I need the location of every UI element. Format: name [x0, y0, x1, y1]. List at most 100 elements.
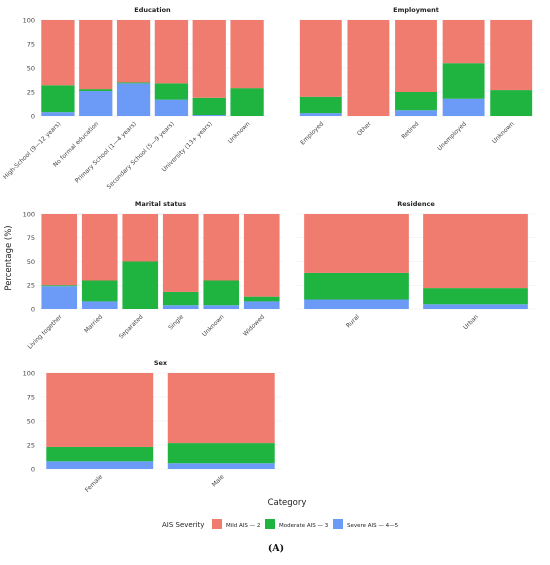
bar-segment-severe-ais-4-5	[79, 91, 113, 116]
bar-segment-mild-ais-2	[347, 20, 390, 116]
y-tick-label: 100	[23, 369, 35, 377]
figure-caption: (A)	[268, 543, 284, 554]
x-tick-label: Single	[167, 313, 185, 331]
bar-segment-mild-ais-2	[41, 20, 75, 86]
bar-segment-severe-ais-4-5	[395, 110, 437, 116]
bar-segment-mild-ais-2	[41, 214, 78, 286]
bar-segment-severe-ais-4-5	[192, 115, 226, 116]
x-axis-label: Category	[268, 498, 307, 508]
bar-segment-severe-ais-4-5	[442, 98, 485, 116]
legend-title: AIS Severity	[162, 521, 204, 529]
bar-segment-mild-ais-2	[79, 20, 113, 90]
panel-title: Employment	[393, 6, 439, 14]
bar-segment-severe-ais-4-5	[299, 113, 342, 116]
bar-segment-mild-ais-2	[490, 20, 533, 91]
y-tick-label: 0	[31, 305, 35, 313]
bar-segment-severe-ais-4-5	[423, 304, 528, 309]
bar-segment-moderate-ais-3	[116, 82, 151, 84]
bar-segment-severe-ais-4-5	[154, 99, 189, 116]
bar-segment-moderate-ais-3	[154, 83, 189, 100]
bar-segment-severe-ais-4-5	[203, 305, 240, 309]
bar-segment-severe-ais-4-5	[41, 286, 78, 309]
x-tick-label: Employed	[299, 120, 325, 146]
x-tick-label: Retired	[400, 120, 420, 140]
legend-label-mild: Mild AIS — 2	[226, 523, 260, 529]
y-tick-label: 0	[31, 112, 35, 120]
bar-segment-mild-ais-2	[442, 20, 485, 64]
panel-sex: Sex 0 25 50 75 100 Female Male	[23, 359, 282, 494]
y-tick-label: 0	[31, 465, 35, 473]
bar-segment-moderate-ais-3	[192, 97, 226, 116]
x-tick-label: Unknown	[491, 120, 516, 145]
facet-panels: Education 0 25 50 75 100 High-School (9—12 yea…	[2, 6, 535, 494]
y-tick-label: 50	[27, 258, 35, 266]
bar-segment-moderate-ais-3	[41, 85, 75, 113]
bar-segment-severe-ais-4-5	[41, 112, 75, 116]
bar-segment-moderate-ais-3	[395, 92, 437, 111]
bar-segment-moderate-ais-3	[167, 443, 275, 464]
bar-segment-mild-ais-2	[395, 20, 437, 92]
x-tick-label: Separated	[118, 313, 145, 340]
bar-segment-moderate-ais-3	[299, 96, 342, 114]
x-tick-label: Living together	[26, 313, 64, 351]
bar-segment-severe-ais-4-5	[162, 305, 199, 309]
y-tick-label: 25	[27, 88, 35, 96]
y-tick-label: 75	[27, 40, 35, 48]
bar-segment-moderate-ais-3	[230, 88, 264, 116]
y-tick-label: 75	[27, 393, 35, 401]
bar-segment-mild-ais-2	[304, 214, 409, 273]
panel-residence: Residence Rural Urban	[297, 200, 535, 331]
x-tick-label: Other	[356, 120, 373, 137]
bar-segment-moderate-ais-3	[243, 296, 280, 302]
bar-segment-moderate-ais-3	[122, 261, 159, 309]
x-tick-label: Secondary School (5—9 years)	[106, 120, 176, 190]
bar-segment-severe-ais-4-5	[243, 301, 280, 309]
legend-label-moderate: Moderate AIS — 3	[279, 523, 329, 529]
x-tick-label: Unknown	[227, 120, 252, 145]
bar-segment-moderate-ais-3	[46, 446, 154, 462]
bar-segment-severe-ais-4-5	[167, 463, 275, 469]
x-tick-label: Primary School (1—4 years)	[74, 120, 138, 184]
panel-marital-status: Marital status 0 25 50 75 100 Living together M…	[23, 200, 282, 351]
bar-segment-mild-ais-2	[167, 373, 275, 444]
y-tick-label: 75	[27, 234, 35, 242]
bar-segment-moderate-ais-3	[162, 291, 199, 306]
bar-segment-mild-ais-2	[423, 214, 528, 289]
x-tick-label: Unknown	[201, 313, 226, 338]
x-tick-label: Male	[211, 473, 226, 488]
panel-title: Residence	[397, 200, 435, 208]
panel-education: Education 0 25 50 75 100 High-School (9—12 yea…	[2, 6, 266, 191]
bar-segment-mild-ais-2	[154, 20, 189, 84]
y-tick-label: 100	[23, 210, 35, 218]
bar-segment-moderate-ais-3	[41, 285, 78, 287]
x-tick-label: Unemployed	[436, 120, 468, 152]
x-tick-label: Married	[83, 313, 104, 334]
panel-title: Education	[134, 6, 171, 14]
legend-label-severe: Severe AIS — 4—5	[347, 523, 399, 529]
panel-title: Marital status	[135, 200, 186, 208]
bar-segment-moderate-ais-3	[304, 272, 409, 300]
bar-segment-moderate-ais-3	[423, 288, 528, 305]
bar-segment-moderate-ais-3	[490, 90, 533, 116]
bar-segment-severe-ais-4-5	[304, 299, 409, 309]
bar-segment-moderate-ais-3	[203, 280, 240, 306]
legend-swatch-severe	[333, 519, 343, 529]
y-tick-label: 50	[27, 417, 35, 425]
legend: AIS Severity Mild AIS — 2 Moderate AIS — …	[162, 519, 399, 529]
x-tick-label: High-School (9—12 years)	[2, 120, 62, 180]
legend-swatch-mild	[212, 519, 222, 529]
bar-segment-mild-ais-2	[203, 214, 240, 281]
y-tick-label: 50	[27, 64, 35, 72]
bar-segment-mild-ais-2	[230, 20, 264, 89]
bar-segment-mild-ais-2	[162, 214, 199, 292]
panel-employment: Employment Employed Other Retired Unemployed…	[297, 6, 535, 152]
x-tick-label: Female	[84, 473, 105, 494]
bar-segment-severe-ais-4-5	[81, 301, 118, 309]
bar-segment-mild-ais-2	[299, 20, 342, 97]
legend-swatch-moderate	[265, 519, 275, 529]
y-axis-label: Percentage (%)	[4, 225, 14, 290]
x-tick-label: Widowed	[242, 313, 266, 337]
bar-segment-moderate-ais-3	[81, 280, 118, 302]
